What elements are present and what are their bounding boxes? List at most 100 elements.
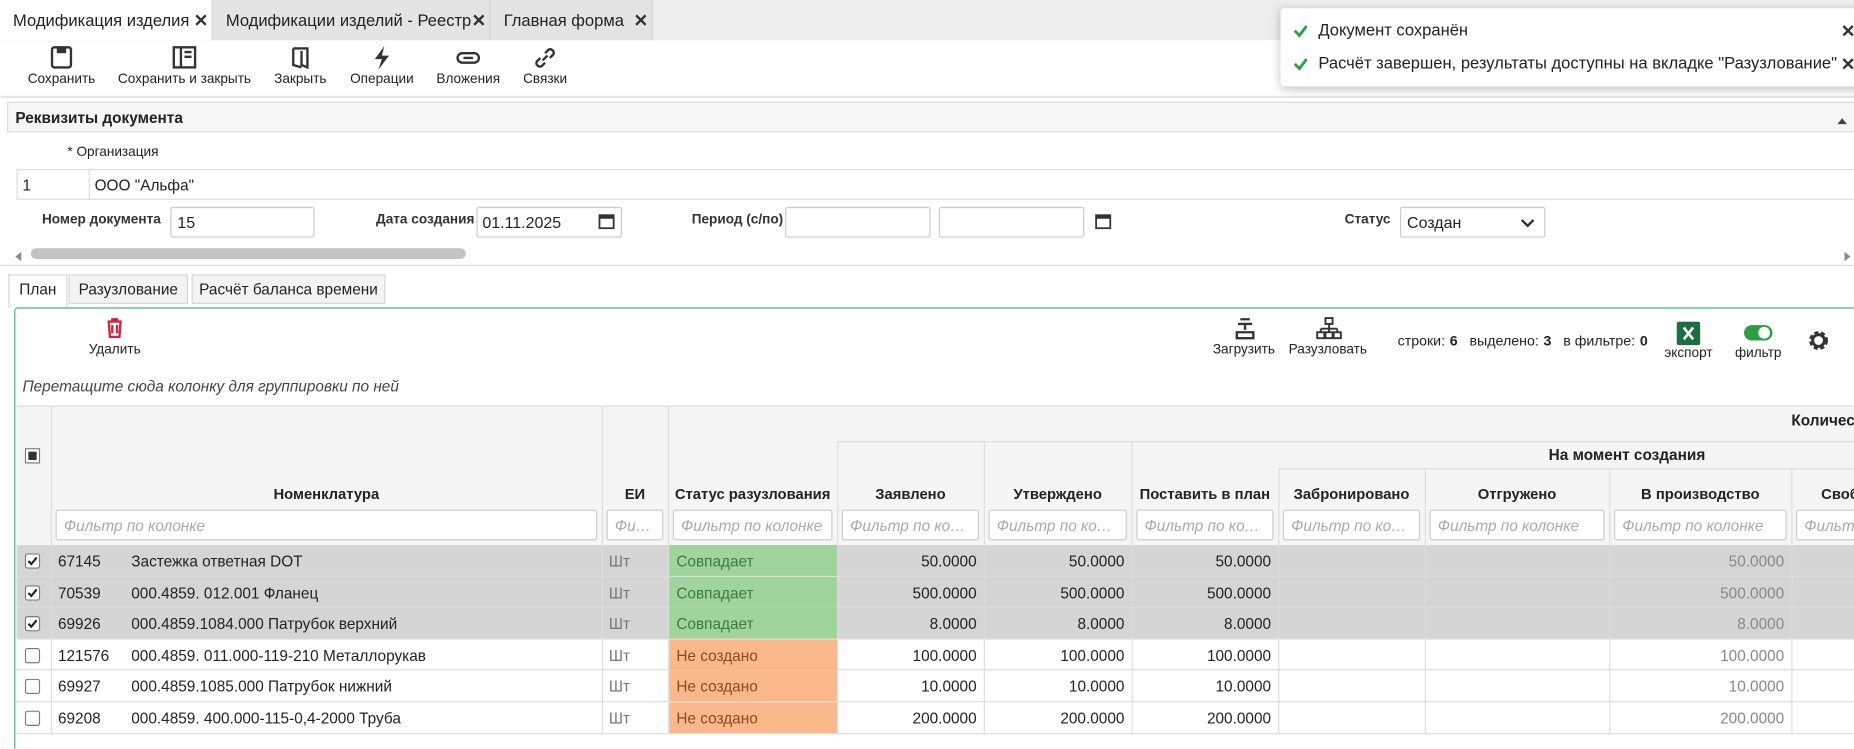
tab[interactable] bbox=[0, 0, 213, 41]
column-filter[interactable]: Фильтр по колонке bbox=[1429, 509, 1605, 541]
column-divider bbox=[1609, 670, 1611, 703]
status-value: Создан bbox=[1407, 214, 1462, 232]
org-name: ООО "Альфа" bbox=[94, 176, 195, 194]
toolbar-label[interactable]: Вложения bbox=[436, 72, 501, 87]
close-icon[interactable] bbox=[1841, 57, 1854, 71]
column-filter[interactable]: Фильтр по колонке bbox=[672, 509, 833, 541]
row-checkbox[interactable] bbox=[24, 584, 41, 601]
row-checkbox[interactable] bbox=[24, 616, 41, 632]
toolbar-icon[interactable] bbox=[171, 45, 197, 71]
table-row[interactable] bbox=[16, 545, 1854, 577]
filter-label[interactable]: фильтр bbox=[1734, 346, 1782, 361]
column-filter[interactable]: Фильтр по колонке bbox=[988, 509, 1127, 541]
header-line bbox=[837, 441, 1854, 443]
column-filter[interactable]: Фильтр по колонке bbox=[606, 509, 664, 541]
toolbar-icon[interactable] bbox=[369, 45, 395, 71]
toolbar-icon-svg bbox=[292, 47, 309, 70]
calendar-icon[interactable] bbox=[1095, 213, 1112, 230]
cell-approved: 100.0000 bbox=[1060, 646, 1125, 665]
column-filter[interactable]: Фильтр по колонке bbox=[55, 509, 598, 541]
explode-icon[interactable] bbox=[1316, 317, 1342, 341]
close-icon[interactable] bbox=[472, 13, 486, 27]
close-icon[interactable] bbox=[1841, 24, 1854, 38]
cell-production: 8.0000 bbox=[1737, 615, 1785, 633]
header-checkbox[interactable] bbox=[24, 448, 41, 464]
org-input[interactable] bbox=[16, 169, 1854, 200]
column-divider bbox=[50, 607, 53, 640]
doc-number-input[interactable] bbox=[170, 206, 315, 238]
toolbar-label[interactable]: Связки bbox=[523, 72, 568, 87]
column-divider bbox=[1791, 545, 1793, 578]
toolbar-icon[interactable] bbox=[455, 45, 481, 71]
table-row[interactable] bbox=[16, 607, 1854, 640]
scroll-thumb[interactable] bbox=[30, 248, 466, 259]
column-filter[interactable]: Фильтр по колонке bbox=[1613, 509, 1787, 541]
close-icon[interactable] bbox=[634, 13, 648, 27]
status-cell bbox=[669, 576, 838, 608]
toolbar-label[interactable]: Сохранить bbox=[27, 72, 96, 87]
tab[interactable] bbox=[212, 0, 491, 41]
column-filter[interactable]: Фильтр по колонке bbox=[841, 509, 980, 541]
explode-icon-svg bbox=[1316, 317, 1342, 340]
subtab-label[interactable]: Расчёт баланса времени bbox=[199, 280, 378, 298]
date-input[interactable] bbox=[476, 206, 622, 238]
cell-unit: Шт bbox=[608, 583, 631, 602]
column-divider bbox=[983, 576, 985, 609]
export-label[interactable]: экспорт bbox=[1664, 346, 1713, 361]
toolbar-label[interactable]: Операции bbox=[350, 72, 414, 87]
column-filter[interactable]: Фильтр по колонке bbox=[1136, 509, 1274, 541]
toolbar-icon[interactable] bbox=[287, 45, 313, 71]
subtab[interactable] bbox=[68, 274, 189, 304]
row-checkbox[interactable] bbox=[24, 679, 41, 695]
toolbar-label[interactable]: Закрыть bbox=[274, 72, 327, 87]
collapse-icon[interactable] bbox=[1836, 111, 1848, 125]
subtab-label[interactable]: План bbox=[19, 280, 57, 298]
header-checkbox-svg bbox=[24, 448, 41, 464]
scroll-right[interactable] bbox=[1843, 248, 1852, 262]
load-label[interactable]: Загрузить bbox=[1212, 342, 1275, 358]
gear-icon[interactable] bbox=[1807, 329, 1831, 353]
chevron-icon[interactable] bbox=[1520, 215, 1535, 228]
subtab[interactable] bbox=[8, 274, 68, 309]
row-checkbox-svg bbox=[24, 647, 41, 664]
column-divider bbox=[1424, 702, 1426, 735]
excel-icon[interactable] bbox=[1676, 321, 1701, 346]
row-checkbox[interactable] bbox=[24, 553, 41, 569]
toolbar-label[interactable]: Сохранить и закрыть bbox=[117, 72, 252, 87]
row-checkbox-svg bbox=[24, 679, 41, 695]
toolbar-icon[interactable] bbox=[532, 45, 558, 71]
collapse-icon-svg bbox=[1837, 118, 1847, 125]
toolbar-icon[interactable] bbox=[48, 45, 74, 71]
row-checkbox-svg bbox=[24, 710, 41, 726]
cell-declared: 200.0000 bbox=[912, 709, 977, 728]
table-row[interactable] bbox=[16, 576, 1854, 608]
table-row[interactable] bbox=[16, 670, 1854, 703]
cell-declared: 50.0000 bbox=[921, 552, 977, 570]
filter-toggle[interactable] bbox=[1743, 324, 1774, 342]
status-select[interactable] bbox=[1399, 206, 1546, 238]
delete-icon[interactable] bbox=[105, 317, 124, 339]
section-title: Реквизиты документа bbox=[15, 108, 183, 127]
delete-label[interactable]: Удалить bbox=[88, 342, 141, 358]
calendar-icon[interactable] bbox=[598, 213, 615, 230]
period-from-input[interactable] bbox=[785, 206, 931, 238]
load-icon[interactable] bbox=[1233, 317, 1257, 341]
row-checkbox[interactable] bbox=[24, 647, 41, 664]
table-row[interactable] bbox=[16, 702, 1854, 734]
row-checkbox[interactable] bbox=[24, 710, 41, 726]
column-divider bbox=[1131, 576, 1133, 609]
scroll-left[interactable] bbox=[13, 248, 22, 262]
explode-label[interactable]: Разузловать bbox=[1288, 342, 1367, 358]
column-filter[interactable]: Фильтр по колонке bbox=[1282, 509, 1421, 541]
subtab-label[interactable]: Разузлование bbox=[78, 280, 178, 298]
separator bbox=[0, 95, 1854, 99]
table-row[interactable] bbox=[16, 639, 1854, 671]
subtab[interactable] bbox=[191, 274, 386, 304]
column-filter[interactable]: Фильтр по колонке bbox=[1796, 509, 1854, 541]
cell-status: Совпадает bbox=[676, 583, 754, 602]
close-icon[interactable] bbox=[194, 13, 208, 27]
tab[interactable] bbox=[490, 0, 653, 41]
period-to-input[interactable] bbox=[938, 206, 1085, 238]
column-divider bbox=[1791, 702, 1793, 735]
